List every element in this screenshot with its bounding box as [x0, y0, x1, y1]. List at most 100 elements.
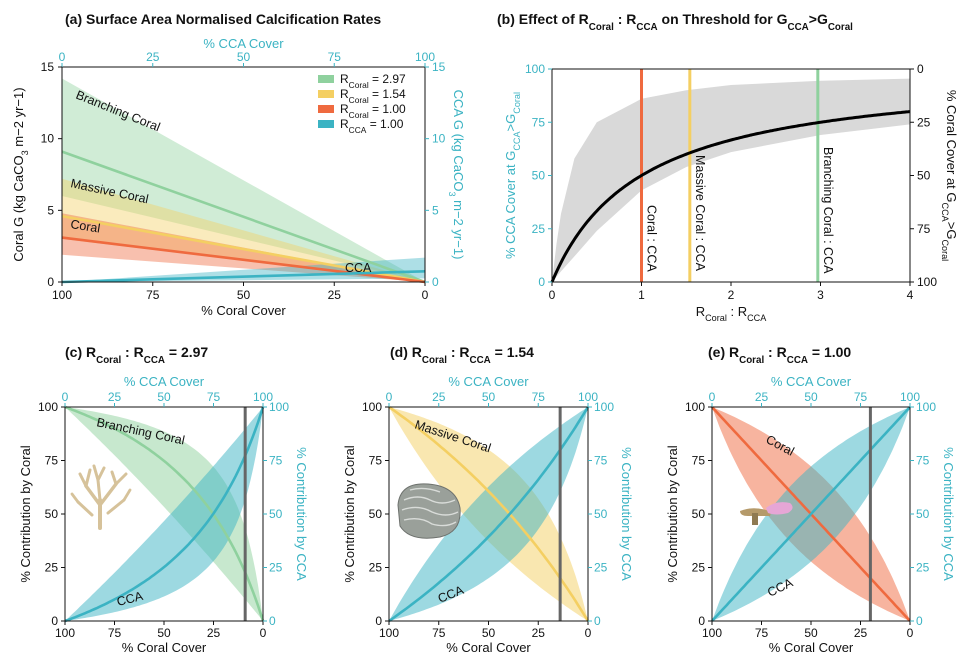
y-axis-label-part: Coral G (kg CaCO — [11, 155, 26, 261]
panel-d-title-part: R — [459, 344, 469, 360]
x-tick-label: 75 — [755, 626, 769, 640]
band-branching — [62, 78, 425, 282]
y2-tick-label: 10 — [432, 132, 446, 146]
x2-tick-label: 0 — [62, 390, 69, 404]
legend-label-branching-part: = 2.97 — [369, 72, 406, 86]
coral-branch — [106, 498, 126, 515]
y2-axis-label-part: −2 — [451, 211, 466, 226]
x-tick-label: 50 — [482, 626, 496, 640]
y2-axis-label: % Contribution by CCA — [941, 447, 956, 581]
x-tick-label: 100 — [379, 626, 399, 640]
panel-d-title-part: : — [447, 344, 459, 360]
y-axis-label-part: −2 — [11, 121, 26, 136]
legend-label-coral-part: R — [340, 102, 349, 116]
panel-d-title-part: R — [412, 344, 422, 360]
y-tick-label: 50 — [532, 169, 546, 183]
y2-tick-label: 0 — [916, 614, 923, 628]
y2-tick-label: 50 — [916, 507, 930, 521]
coral-ridge — [403, 496, 456, 504]
coral-branch — [92, 464, 100, 482]
y2-tick-label: 50 — [594, 507, 608, 521]
panel-b-title-part: CCA — [788, 22, 809, 33]
y2-tick-label: 100 — [917, 275, 937, 289]
panel-b: (b) Effect of RCoral : RCCA on Threshold… — [497, 11, 959, 323]
x-axis-label-part: : — [727, 304, 738, 319]
y2-axis-label-part: CCA — [940, 203, 950, 223]
y-tick-label: 100 — [38, 400, 58, 414]
cca-contribution-line — [64, 406, 265, 623]
panel-c-title: (c) RCoral : RCCA = 2.97 — [65, 344, 208, 366]
y-tick-label: 50 — [45, 507, 59, 521]
x-tick-label: 0 — [585, 626, 592, 640]
panel-c-title-part: R — [134, 344, 144, 360]
x-axis-label: % Coral Cover — [446, 640, 531, 655]
x-tick-label: 25 — [532, 626, 546, 640]
y2-tick-label: 5 — [432, 203, 439, 217]
y-tick-label: 100 — [685, 400, 705, 414]
x2-tick-label: 0 — [59, 50, 66, 64]
marker-label-coral: Coral : CCA — [645, 205, 659, 272]
legend-label-branching: RCoral = 2.97 — [340, 72, 406, 90]
x-axis-label: % Coral Cover — [769, 640, 854, 655]
x2-tick-label: 100 — [578, 390, 598, 404]
x2-tick-label: 50 — [482, 390, 496, 404]
y2-tick-label: 25 — [916, 561, 930, 575]
x-tick-label: 0 — [422, 288, 429, 302]
y-tick-label: 25 — [45, 561, 59, 575]
x-axis-label-part: R — [696, 304, 705, 319]
y-tick-label: 0 — [47, 275, 54, 289]
coral-ridge — [401, 506, 459, 516]
x2-tick-label: 50 — [157, 390, 171, 404]
y-tick-label: 75 — [45, 454, 59, 468]
cca-contribution-band — [65, 407, 263, 621]
band-cca — [62, 257, 425, 282]
coral-ridge — [409, 487, 441, 493]
x2-tick-label: 75 — [854, 390, 868, 404]
legend-swatch-massive — [318, 90, 334, 98]
y-tick-label: 100 — [362, 400, 382, 414]
legend-label-cca: RCCA = 1.00 — [340, 117, 404, 135]
band-coral — [62, 213, 425, 282]
x-tick-label: 100 — [702, 626, 722, 640]
y-tick-label: 15 — [41, 60, 55, 74]
x-tick-label: 100 — [55, 626, 75, 640]
panel-e-title-part: (e) — [708, 344, 729, 360]
y2-tick-label: 75 — [269, 454, 283, 468]
panel-b-title-part: (b) Effect of — [497, 11, 579, 27]
panel-c: (c) RCoral : RCCA = 2.97 100 75 50 25 0 % Cora… — [18, 344, 309, 655]
legend-label-coral-part: Coral — [349, 110, 369, 120]
y-tick-label: 100 — [525, 62, 545, 76]
legend-swatch-cca — [318, 120, 334, 128]
y2-tick-label: 100 — [594, 400, 614, 414]
legend-label-coral: RCoral = 1.00 — [340, 102, 406, 120]
label-cca: CCA — [345, 261, 372, 275]
y-axis-label-part: CCA — [512, 130, 522, 150]
band-massive — [62, 178, 425, 282]
y2-tick-label: 50 — [269, 507, 283, 521]
y-tick-label: 10 — [41, 132, 55, 146]
legend-label-massive: RCoral = 1.54 — [340, 87, 406, 105]
coral-stem-icon — [752, 513, 758, 525]
x-tick-label: 0 — [549, 288, 556, 302]
y2-tick-label: 100 — [916, 400, 936, 414]
x-tick-label: 50 — [157, 626, 171, 640]
panel-b-title: (b) Effect of RCoral : RCCA on Threshold… — [497, 11, 853, 33]
label-cca: CCA — [115, 589, 145, 609]
x-axis-label: % Coral Cover — [122, 640, 207, 655]
legend-swatch-branching — [318, 75, 334, 83]
coral-branch — [114, 472, 128, 486]
panel-b-title-part: R — [626, 11, 636, 27]
panel-c-title-part: (c) — [65, 344, 86, 360]
coral-contribution-line — [388, 405, 590, 622]
x-tick-label: 50 — [804, 626, 818, 640]
y-tick-label: 0 — [538, 275, 545, 289]
x2-tick-label: 75 — [532, 390, 546, 404]
legend-label-massive-part: Coral — [349, 95, 369, 105]
x2-tick-label: 50 — [237, 50, 251, 64]
legend-label-branching-part: R — [340, 72, 349, 86]
x-tick-label: 50 — [237, 288, 251, 302]
coral-branch — [96, 466, 106, 482]
y-tick-label: 25 — [692, 561, 706, 575]
panel-e-title-part: Coral — [739, 355, 764, 366]
x-tick-label: 75 — [432, 626, 446, 640]
